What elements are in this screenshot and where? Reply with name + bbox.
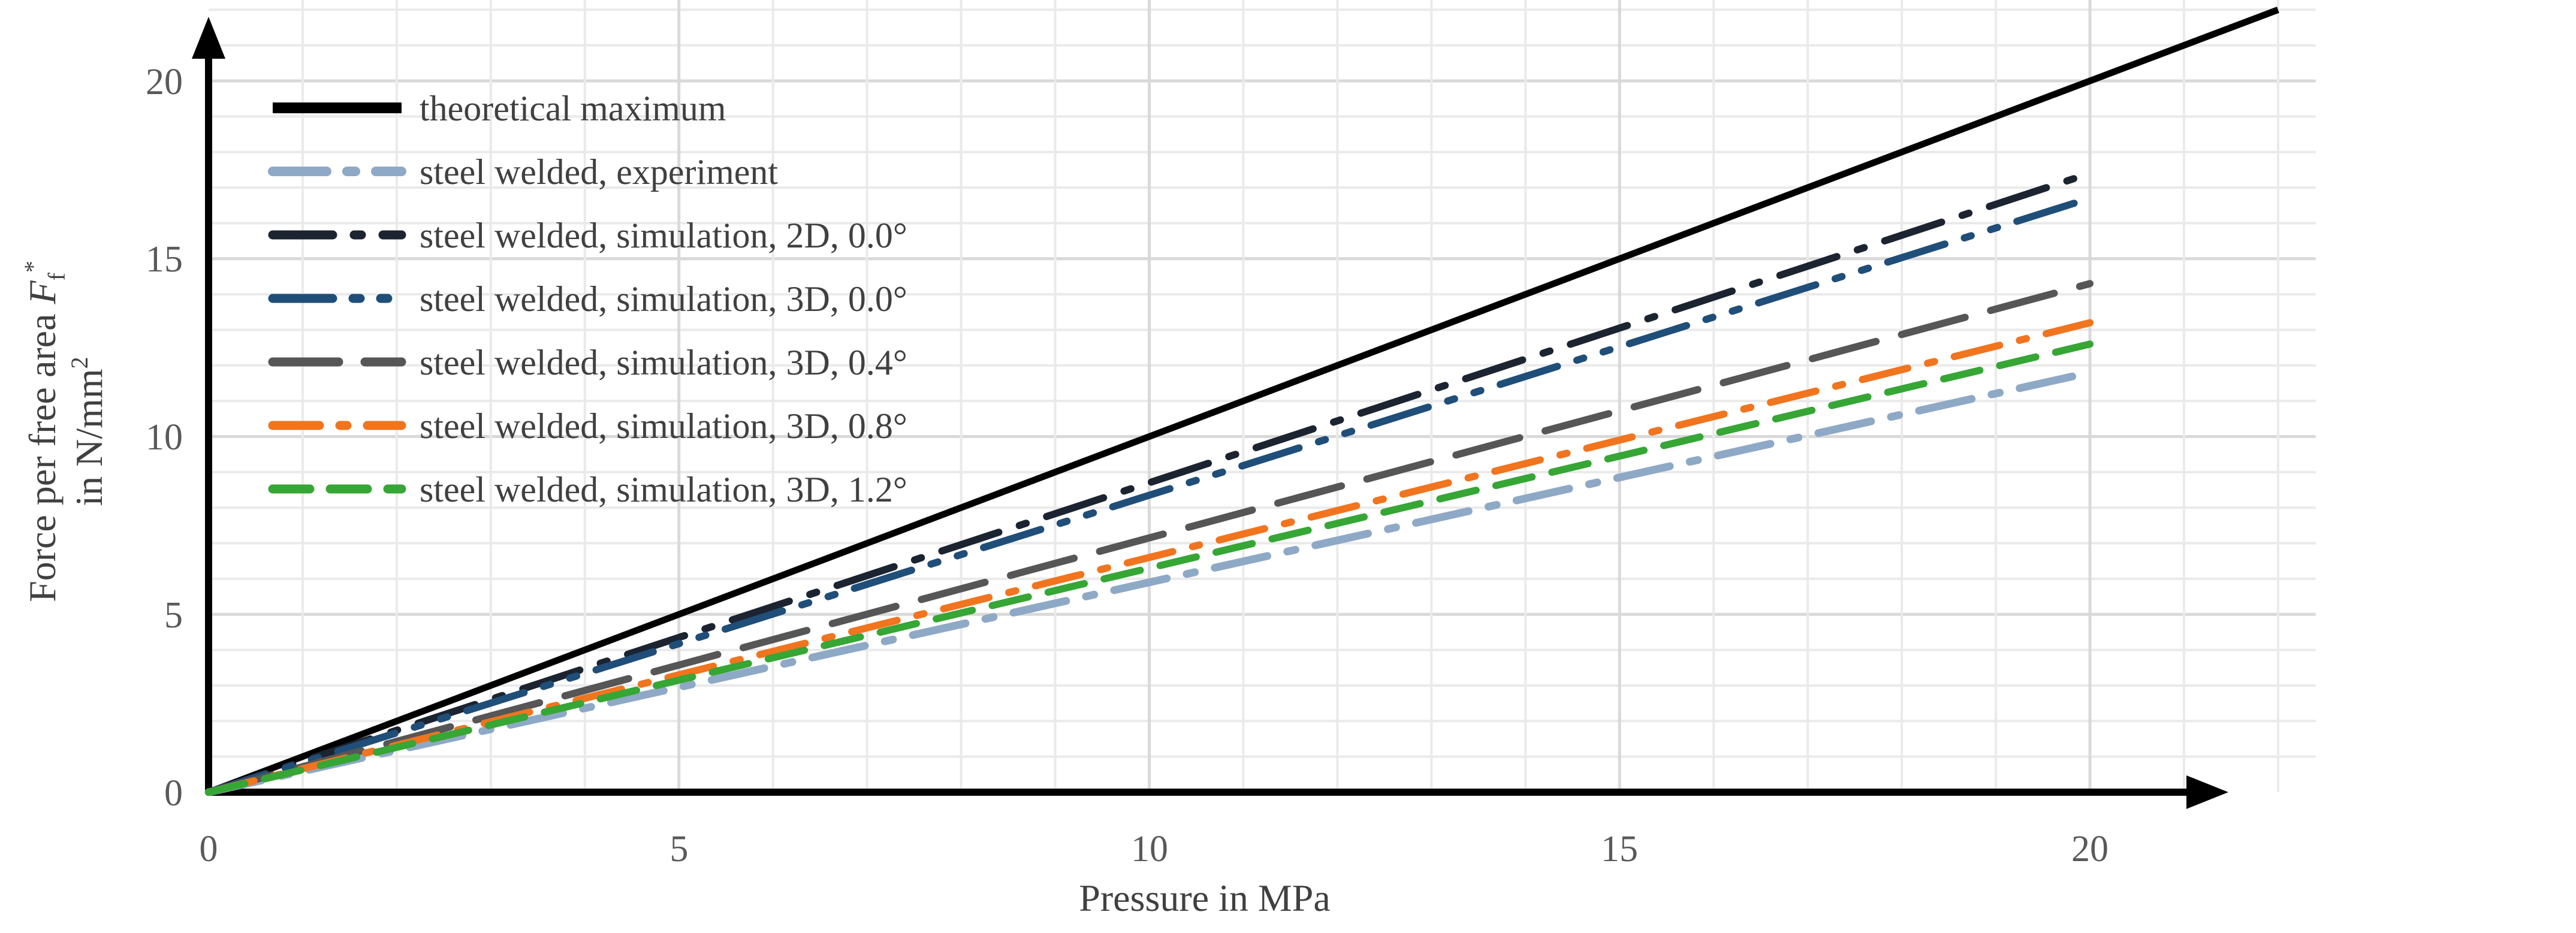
chart-legend: theoretical maximum steel welded, experim… (268, 89, 907, 509)
legend-label-6: steel welded, simulation, 3D, 1.2° (420, 470, 907, 509)
series-line-0 (207, 7, 2279, 796)
legend-item-3[interactable]: steel welded, simulation, 3D, 0.0° (268, 279, 907, 319)
series-line-6 (205, 340, 2094, 796)
y-axis-title-superscript: * (19, 261, 46, 273)
y-tick-label-20: 20 (146, 62, 183, 102)
y-tick-label-10: 10 (146, 417, 183, 458)
x-tick-label-20: 20 (2071, 829, 2109, 869)
legend-label-2: steel welded, simulation, 2D, 0.0° (420, 216, 907, 255)
y-axis-title: Force per free area Ff* in N/mm2 (19, 261, 110, 602)
x-tick-label-10: 10 (1131, 829, 1168, 869)
svg-text:Force per free area Ff*: Force per free area Ff* (19, 261, 70, 602)
legend-label-1: steel welded, experiment (420, 152, 778, 192)
data-series-layer (204, 7, 2279, 796)
legend-item-1[interactable]: steel welded, experiment (268, 152, 778, 192)
legend-label-4: steel welded, simulation, 3D, 0.4° (420, 343, 907, 382)
x-tick-label-0: 0 (200, 829, 218, 869)
y-tick-label-15: 15 (146, 239, 183, 280)
legend-item-2[interactable]: steel welded, simulation, 2D, 0.0° (268, 216, 907, 255)
svg-text:in N/mm2: in N/mm2 (66, 357, 110, 506)
axes (192, 17, 2228, 809)
y-axis-arrowhead (192, 17, 225, 59)
x-tick-label-15: 15 (1601, 829, 1638, 869)
y-tick-label-0: 0 (164, 773, 183, 814)
series-line-2 (205, 170, 2094, 796)
legend-label-5: steel welded, simulation, 3D, 0.8° (420, 406, 907, 446)
x-axis-arrowhead (2186, 775, 2228, 809)
legend-item-4[interactable]: steel welded, simulation, 3D, 0.4° (268, 343, 907, 382)
legend-item-0[interactable]: theoretical maximum (273, 89, 726, 128)
series-line-4 (205, 280, 2094, 796)
x-tick-labels: 0 5 10 15 20 (200, 829, 2109, 869)
legend-item-6[interactable]: steel welded, simulation, 3D, 1.2° (268, 470, 907, 509)
y-axis-title-unit: in N/mm (68, 369, 110, 506)
legend-label-3: steel welded, simulation, 3D, 0.0° (420, 279, 907, 319)
legend-item-5[interactable]: steel welded, simulation, 3D, 0.8° (268, 406, 907, 446)
minor-gridlines (209, 0, 2316, 792)
y-axis-title-text: Force per free area (21, 304, 64, 602)
y-axis-title-subscript: f (43, 272, 70, 280)
y-axis-title-unit-exponent: 2 (66, 357, 93, 369)
x-axis-title: Pressure in MPa (1079, 877, 1331, 919)
series-line-1 (204, 369, 2094, 796)
y-tick-labels: 0 5 10 15 20 (146, 62, 183, 814)
x-tick-label-5: 5 (670, 829, 689, 869)
y-axis-title-symbol: F (21, 280, 64, 305)
series-line-3 (205, 194, 2094, 796)
legend-label-0: theoretical maximum (420, 89, 726, 128)
y-tick-label-5: 5 (164, 595, 183, 636)
